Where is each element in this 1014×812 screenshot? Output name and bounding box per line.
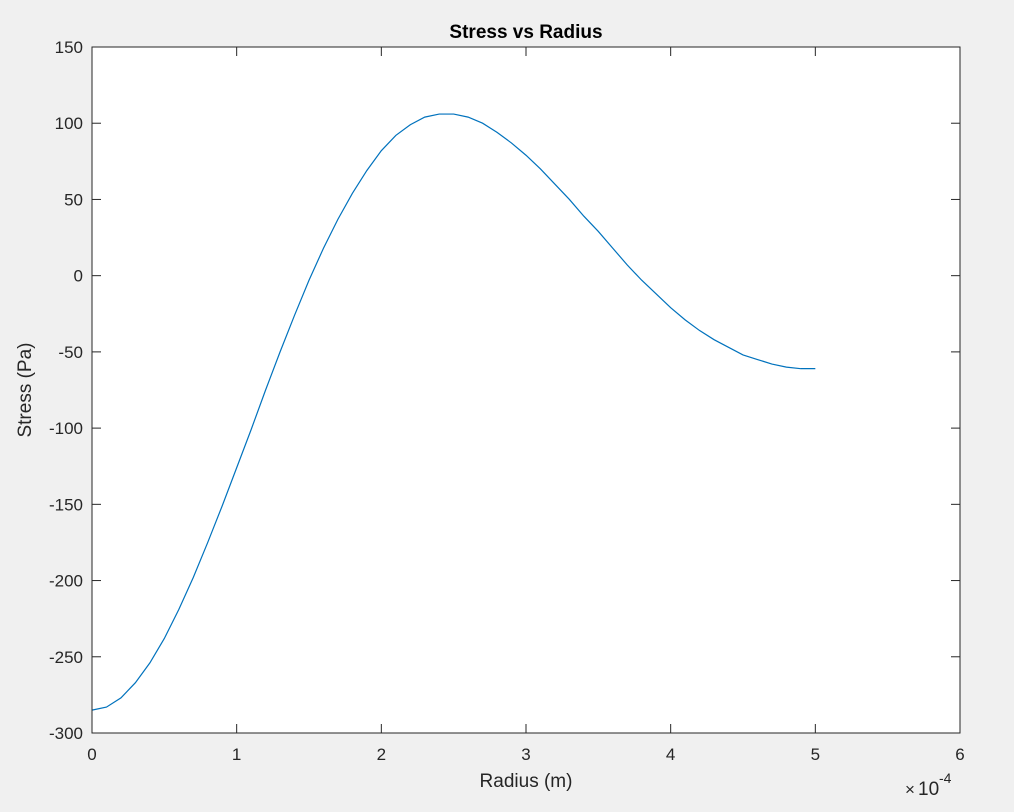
y-tick-label: 150	[55, 38, 83, 57]
tick-labels: 0 1 2 3 4 5 6 -300 -250 -200 -150 -100 -50 0 50 100 150	[49, 38, 965, 764]
x-exponent-base: 10	[918, 779, 939, 800]
x-tick-label: 3	[521, 745, 530, 764]
y-tick-label: -150	[49, 495, 83, 514]
x-tick-label: 2	[377, 745, 386, 764]
x-exponent-power: -4	[939, 770, 952, 786]
x-tick-label: 5	[811, 745, 820, 764]
x-tick-label: 4	[666, 745, 675, 764]
y-tick-label: 100	[55, 114, 83, 133]
y-tick-label: -100	[49, 419, 83, 438]
series-line	[91, 113, 816, 711]
y-tick-label: -200	[49, 572, 83, 591]
svg-text:×: ×	[905, 780, 915, 799]
plot-area	[92, 47, 960, 733]
x-axis-label: Radius (m)	[480, 771, 573, 792]
x-exponent: × 10 -4	[905, 770, 952, 800]
x-tick-label: 6	[955, 745, 964, 764]
x-tick-label: 0	[87, 745, 96, 764]
y-tick-label: 50	[64, 190, 83, 209]
y-tick-label: -300	[49, 724, 83, 743]
y-axis-label: Stress (Pa)	[15, 342, 36, 437]
chart-title: Stress vs Radius	[449, 22, 602, 43]
axes-frame	[91, 46, 961, 734]
x-tick-label: 1	[232, 745, 241, 764]
y-tick-label: -50	[58, 343, 83, 362]
y-tick-label: 0	[74, 267, 83, 286]
y-tick-label: -250	[49, 648, 83, 667]
